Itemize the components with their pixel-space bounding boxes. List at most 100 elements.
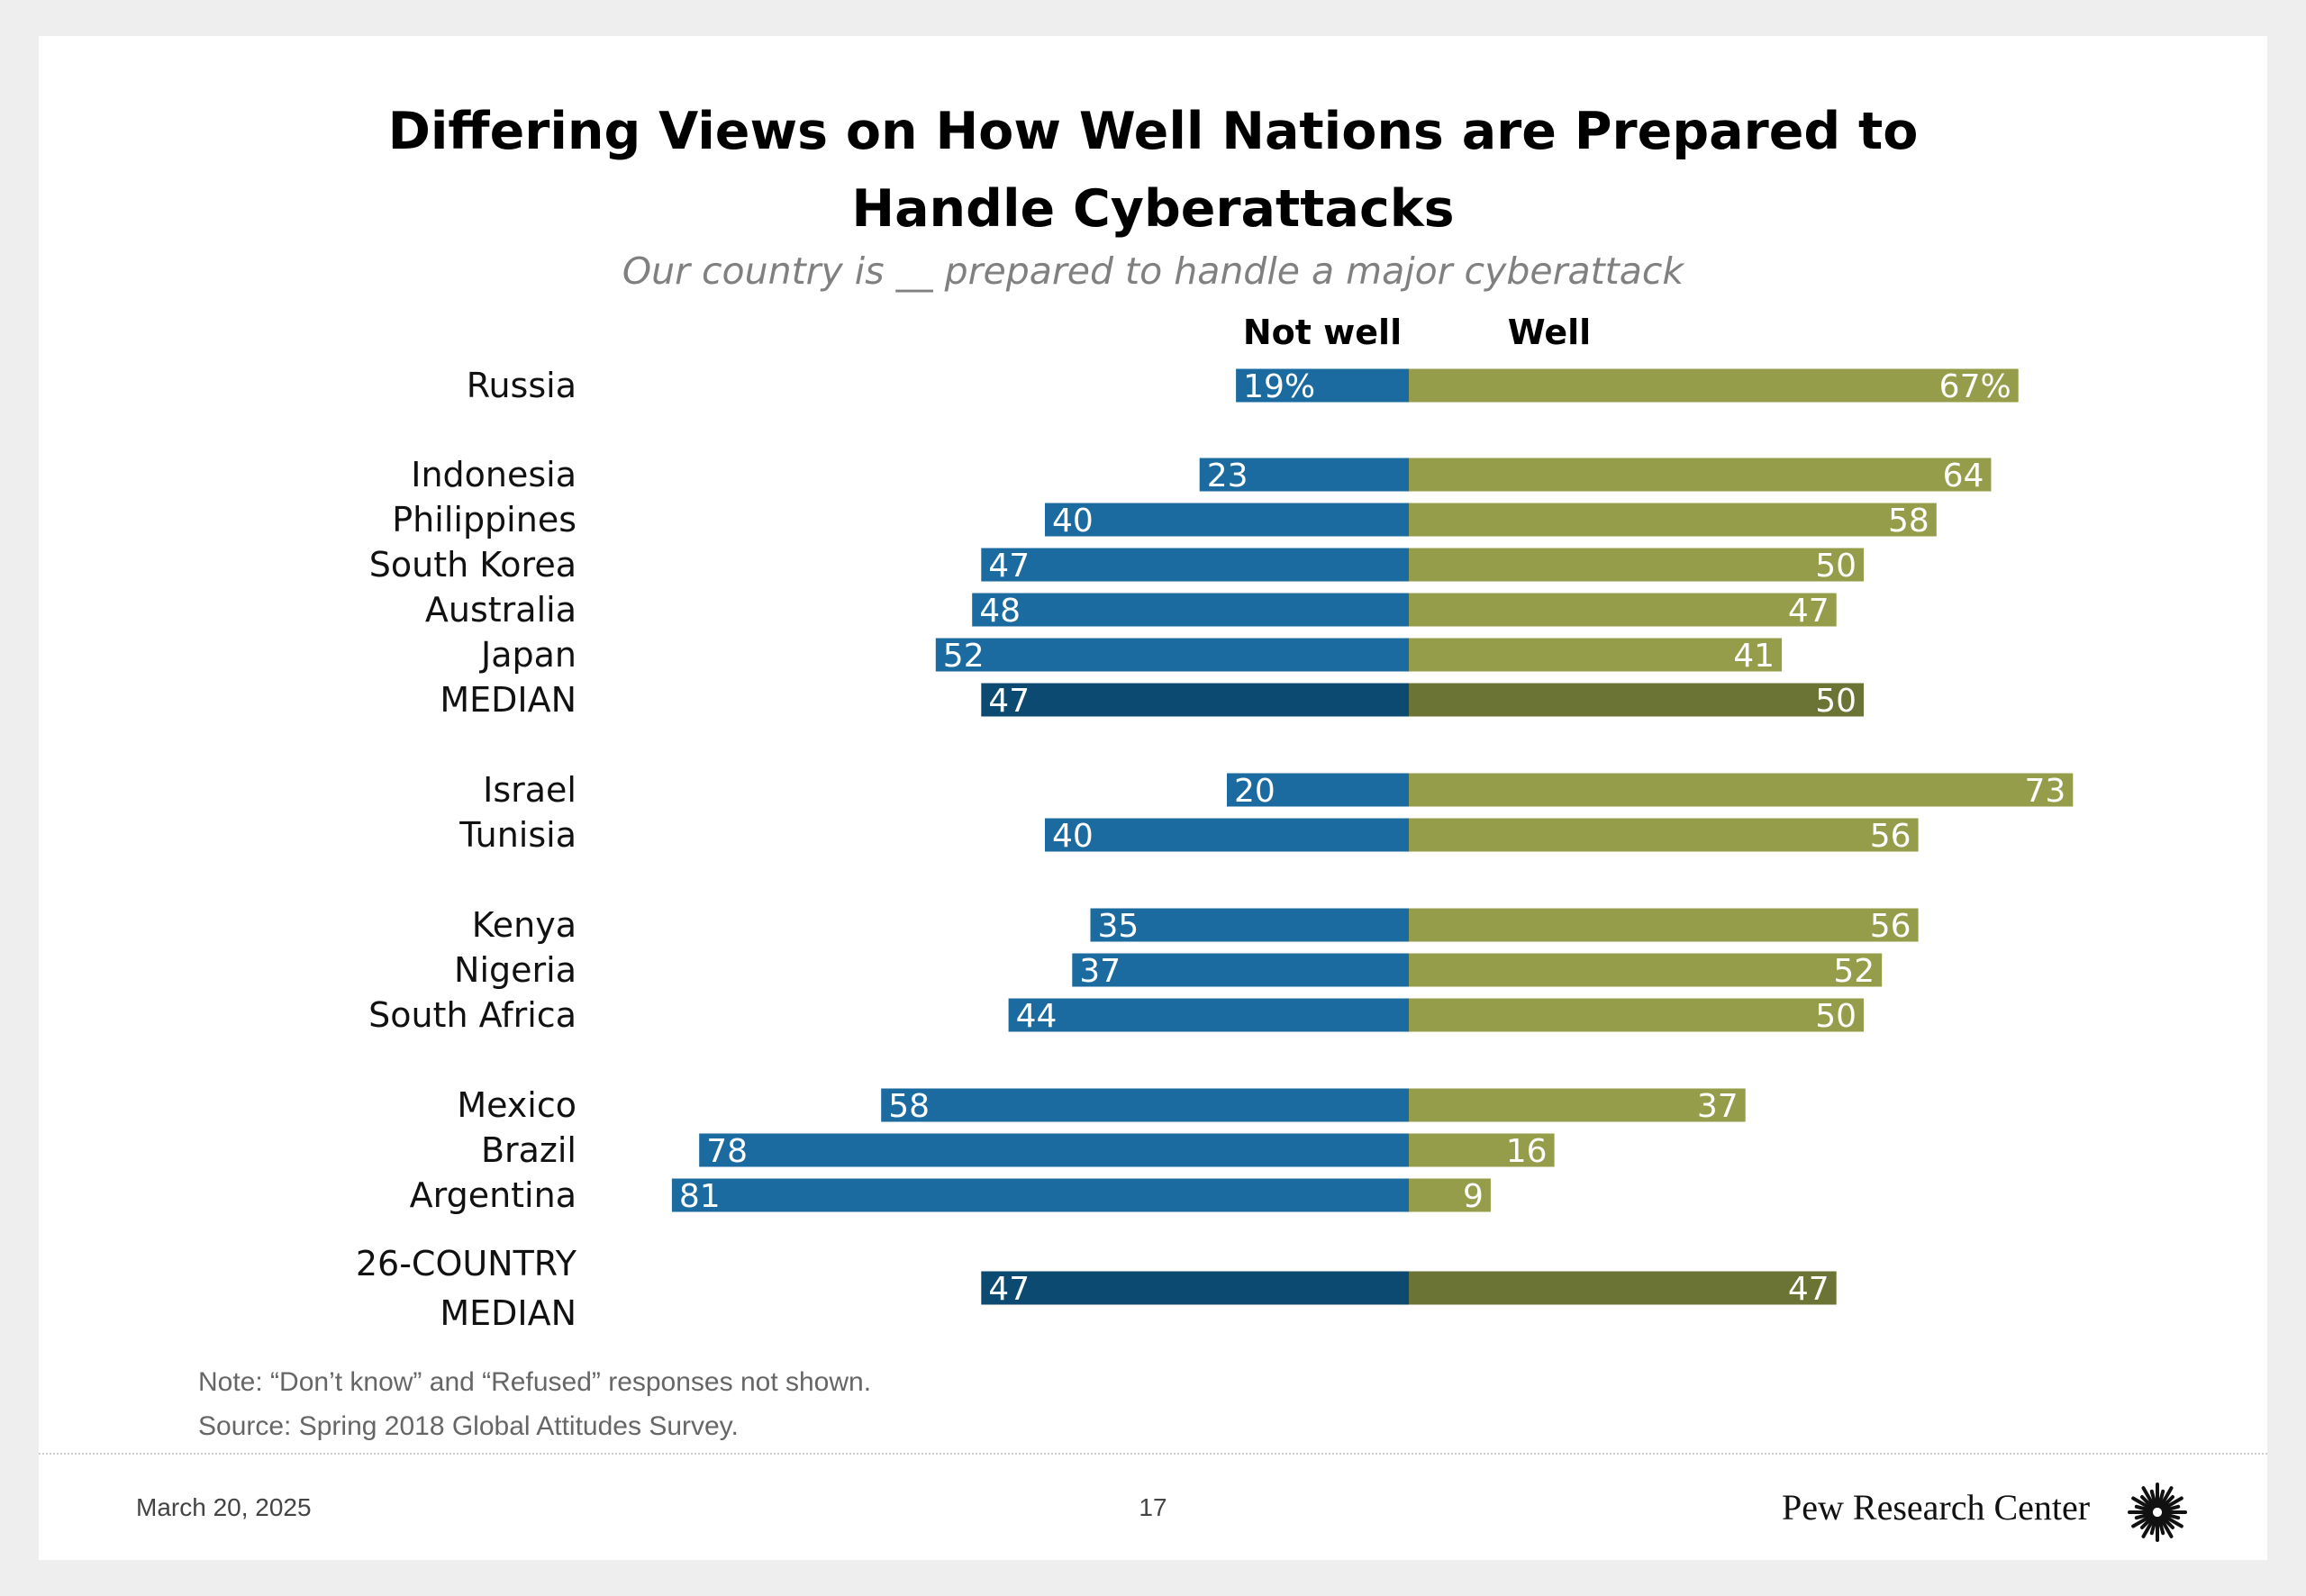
value-not-well-russia: 19% (1243, 368, 1315, 405)
row-label-26-country-median-line-2: MEDIAN (440, 1293, 576, 1333)
row-label-kenya: Kenya (472, 905, 576, 945)
logo-ray (2131, 1513, 2154, 1528)
row-label-mexico: Mexico (457, 1085, 576, 1125)
value-well-israel: 73 (2024, 773, 2065, 810)
value-not-well-south-korea: 47 (988, 548, 1030, 585)
bar-not-well-brazil (699, 1133, 1409, 1167)
legend-well: Well (1508, 313, 1591, 352)
pew-sunburst-icon (2128, 1483, 2187, 1542)
footer-divider (39, 1453, 2267, 1455)
source-text: Source: Spring 2018 Global Attitudes Sur… (198, 1411, 739, 1441)
logo-ray (2141, 1486, 2156, 1509)
value-well-indonesia: 64 (1943, 458, 1984, 494)
bar-well-brazil (1409, 1133, 1555, 1167)
bar-well-mexico (1409, 1088, 1746, 1122)
page-number: 17 (1139, 1493, 1167, 1521)
bar-not-well-kenya (1090, 908, 1409, 942)
value-well-mexico: 37 (1697, 1088, 1739, 1125)
bar-well-japan (1409, 638, 1783, 672)
chart-title-line-2: Handle Cyberattacks (851, 179, 1455, 239)
logo-ray (2159, 1514, 2174, 1529)
logo-ray (2161, 1511, 2181, 1520)
value-well-south-africa: 50 (1815, 998, 1857, 1035)
value-well-nigeria: 52 (1833, 953, 1875, 990)
value-not-well-median: 47 (988, 683, 1030, 720)
row-label-japan: Japan (479, 635, 576, 675)
logo-ray (2141, 1516, 2156, 1538)
bar-not-well-argentina (671, 1178, 1409, 1212)
logo-ray (2134, 1511, 2154, 1520)
value-not-well-kenya: 35 (1098, 908, 1139, 945)
value-well-japan: 41 (1733, 638, 1775, 675)
value-well-kenya: 56 (1870, 908, 1911, 945)
bar-not-well-philippines (1045, 503, 1409, 537)
logo-ray (2140, 1514, 2156, 1529)
bar-well-philippines (1409, 503, 1937, 537)
value-not-well-tunisia: 40 (1052, 818, 1094, 855)
row-label-median: MEDIAN (440, 680, 576, 720)
logo-ray (2131, 1496, 2154, 1511)
logo-ray (2161, 1513, 2183, 1528)
value-not-well-south-africa: 44 (1016, 998, 1058, 1035)
chart-subtitle: Our country is __ prepared to handle a m… (622, 249, 1684, 293)
logo-ray (2149, 1489, 2158, 1509)
logo-ray (2149, 1516, 2158, 1536)
bar-not-well-26-country-median (981, 1271, 1409, 1305)
value-well-australia: 47 (1788, 593, 1829, 630)
logo-ray (2159, 1495, 2174, 1510)
logo-ray (2158, 1486, 2174, 1509)
legend-not-well: Not well (1243, 313, 1402, 352)
logo-ray (2156, 1489, 2165, 1509)
value-not-well-japan: 52 (943, 638, 985, 675)
value-well-south-korea: 50 (1815, 548, 1857, 585)
bar-well-argentina (1409, 1178, 1491, 1212)
bar-well-nigeria (1409, 953, 1883, 987)
value-well-russia: 67% (1939, 368, 2011, 405)
logo-ray (2140, 1495, 2156, 1510)
bar-well-tunisia (1409, 818, 1919, 852)
row-label-argentina: Argentina (410, 1175, 576, 1215)
bar-not-well-israel (1227, 773, 1409, 807)
value-well-median: 50 (1815, 683, 1857, 720)
bar-not-well-south-africa (1008, 998, 1409, 1032)
bar-not-well-tunisia (1045, 818, 1409, 852)
value-well-philippines: 58 (1888, 503, 1929, 540)
note-text: Note: “Don’t know” and “Refused” respons… (198, 1367, 872, 1397)
brand-name: Pew Research Center (1782, 1487, 2091, 1528)
logo-ray (2156, 1516, 2165, 1536)
bar-well-kenya (1409, 908, 1919, 942)
bar-well-russia (1409, 368, 2019, 403)
logo-ray (2161, 1504, 2181, 1513)
value-not-well-indonesia: 23 (1207, 458, 1248, 494)
bar-not-well-median (981, 683, 1409, 717)
bar-not-well-mexico (881, 1088, 1409, 1122)
bar-not-well-indonesia (1199, 458, 1409, 492)
row-label-26-country-median-line-1: 26-COUNTRY (356, 1244, 577, 1283)
bar-well-south-africa (1409, 998, 1864, 1032)
row-label-tunisia: Tunisia (458, 815, 576, 855)
bar-well-26-country-median (1409, 1271, 1837, 1305)
value-well-argentina: 9 (1463, 1178, 1484, 1215)
bar-not-well-japan (935, 638, 1409, 672)
row-label-philippines: Philippines (392, 500, 576, 540)
diverging-bar-chart: Not well Well Russia 19% 67% Indonesia 23 64 P… (356, 313, 2074, 1333)
bar-well-indonesia (1409, 458, 1992, 492)
row-label-australia: Australia (425, 590, 576, 630)
row-label-israel: Israel (483, 770, 576, 810)
value-well-brazil: 16 (1506, 1133, 1548, 1170)
value-well-26-country-median: 47 (1788, 1271, 1829, 1308)
chart-title-line-1: Differing Views on How Well Nations are … (387, 102, 1919, 161)
value-not-well-brazil: 78 (706, 1133, 748, 1170)
row-label-russia: Russia (467, 366, 576, 405)
value-not-well-26-country-median: 47 (988, 1271, 1030, 1308)
row-label-brazil: Brazil (481, 1130, 576, 1170)
value-not-well-argentina: 81 (679, 1178, 721, 1215)
bar-well-south-korea (1409, 548, 1864, 582)
row-label-indonesia: Indonesia (411, 455, 576, 494)
value-well-tunisia: 56 (1870, 818, 1911, 855)
bar-well-israel (1409, 773, 2074, 807)
slide: Differing Views on How Well Nations are … (39, 36, 2267, 1560)
row-label-south-korea: South Korea (369, 545, 576, 585)
chart-title: Differing Views on How Well Nations are … (39, 93, 2267, 248)
bar-not-well-australia (972, 593, 1409, 627)
